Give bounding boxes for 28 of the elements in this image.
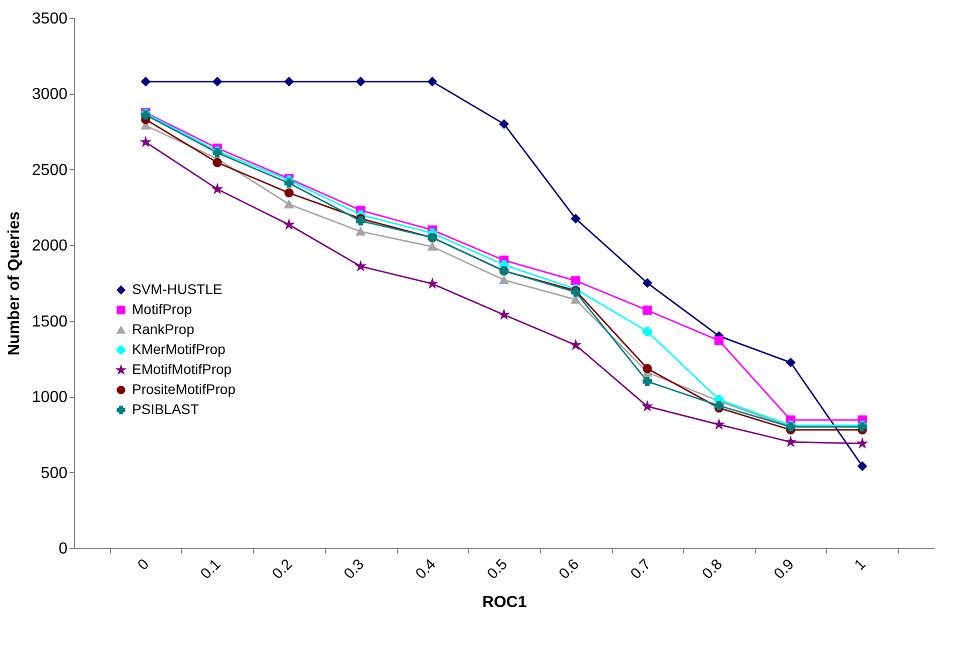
legend-label: PSIBLAST: [132, 401, 200, 417]
legend-label: KMerMotifProp: [132, 341, 226, 357]
legend-label: EMotifMotifProp: [132, 361, 232, 377]
y-tick-label: 3500: [32, 10, 68, 28]
legend-label: MotifProp: [132, 301, 192, 317]
y-tick-label: 2500: [32, 162, 68, 179]
y-tick-label: 500: [40, 464, 68, 482]
x-tick-label: 0.1: [197, 556, 224, 583]
y-axis-title: Number of Queries: [6, 211, 23, 356]
x-tick-label: 0.9: [770, 556, 798, 583]
x-tick-label: 0.7: [627, 556, 654, 583]
x-tick-label: 0.5: [484, 556, 511, 583]
y-tick-label: 1500: [32, 313, 68, 330]
x-tick-label: 0.2: [269, 556, 296, 583]
x-tick-label: 0: [134, 556, 153, 574]
x-axis-title: ROC1: [482, 594, 527, 611]
y-tick-label: 1000: [32, 389, 68, 406]
x-tick-label: 0.3: [340, 556, 368, 583]
y-tick-label: 0: [58, 540, 68, 558]
x-tick-label: 0.6: [556, 556, 583, 583]
legend-label: SVM-HUSTLE: [132, 281, 222, 297]
x-tick-label: 1: [851, 556, 870, 574]
x-tick-label: 0.8: [699, 556, 726, 583]
y-tick-label: 2000: [32, 238, 68, 255]
legend-label: RankProp: [132, 321, 194, 337]
x-tick-label: 0.4: [412, 556, 440, 583]
legend-label: PrositeMotifProp: [132, 381, 236, 397]
y-tick-label: 3000: [32, 86, 68, 104]
